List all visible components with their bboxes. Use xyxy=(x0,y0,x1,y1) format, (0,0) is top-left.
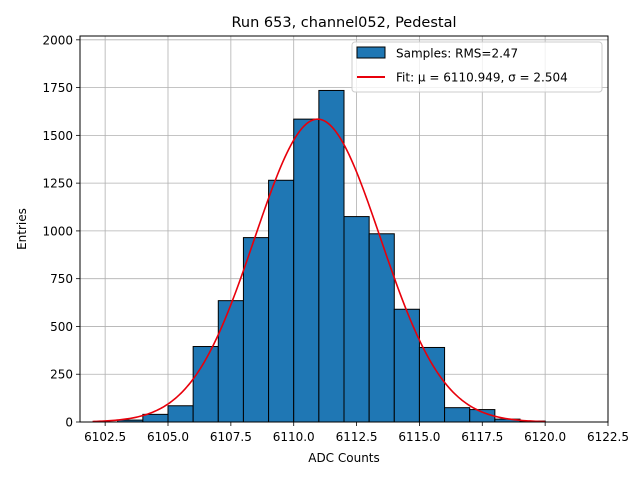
x-tick-label: 6112.5 xyxy=(336,430,378,444)
fit-curve-layer xyxy=(92,118,546,423)
legend-frame xyxy=(351,41,603,93)
legend-histogram-label: Samples: RMS=2.47 xyxy=(396,47,518,61)
x-tick-label: 6122.5 xyxy=(587,430,629,444)
y-tick-label: 1500 xyxy=(42,129,73,143)
histogram-bar xyxy=(192,346,219,423)
x-tick-label: 6105.0 xyxy=(147,430,189,444)
histogram-bar xyxy=(268,179,295,423)
legend-fit-label: Fit: μ = 6110.949, σ = 2.504 xyxy=(396,71,568,85)
histogram-bar xyxy=(217,300,244,423)
plot-frame xyxy=(79,35,609,423)
y-tick-label: 500 xyxy=(50,320,73,334)
histogram-bar xyxy=(343,216,370,423)
legend: Samples: RMS=2.47 Fit: μ = 6110.949, σ =… xyxy=(351,41,603,93)
y-axis-label: Entries xyxy=(15,208,29,250)
legend-histogram-swatch xyxy=(356,46,386,59)
y-tick-label: 2000 xyxy=(42,33,73,47)
y-tick-label: 750 xyxy=(50,272,73,286)
y-axis-ticks: 0 250 500 750 1000 1250 1500 1750 2000 xyxy=(42,33,80,430)
chart-title: Run 653, channel052, Pedestal xyxy=(231,15,456,31)
y-tick-label: 1250 xyxy=(42,177,73,191)
histogram-bar xyxy=(293,118,320,423)
histogram-bars xyxy=(117,89,546,423)
x-axis-ticks: 6102.5 6105.0 6107.5 6110.0 6112.5 6115.0 6117… xyxy=(84,422,629,444)
y-tick-label: 250 xyxy=(50,368,73,382)
histogram-bar xyxy=(242,237,270,423)
x-tick-label: 6110.0 xyxy=(273,430,315,444)
histogram-bar xyxy=(318,89,345,423)
histogram-bar xyxy=(444,407,471,423)
y-tick-label: 1750 xyxy=(42,81,73,95)
x-tick-label: 6107.5 xyxy=(210,430,252,444)
x-tick-label: 6115.0 xyxy=(398,430,440,444)
x-tick-label: 6117.5 xyxy=(461,430,503,444)
y-tick-label: 1000 xyxy=(42,224,73,238)
x-tick-label: 6120.0 xyxy=(524,430,566,444)
histogram-bar xyxy=(418,346,446,423)
histogram-bar xyxy=(142,413,169,423)
histogram-bar xyxy=(368,233,395,423)
histogram-bar xyxy=(393,308,420,423)
x-axis-label: ADC Counts xyxy=(308,451,380,465)
histogram-bar xyxy=(167,405,194,423)
y-tick-label: 0 xyxy=(65,416,73,430)
gaussian-fit-curve xyxy=(92,118,546,423)
x-tick-label: 6102.5 xyxy=(84,430,126,444)
